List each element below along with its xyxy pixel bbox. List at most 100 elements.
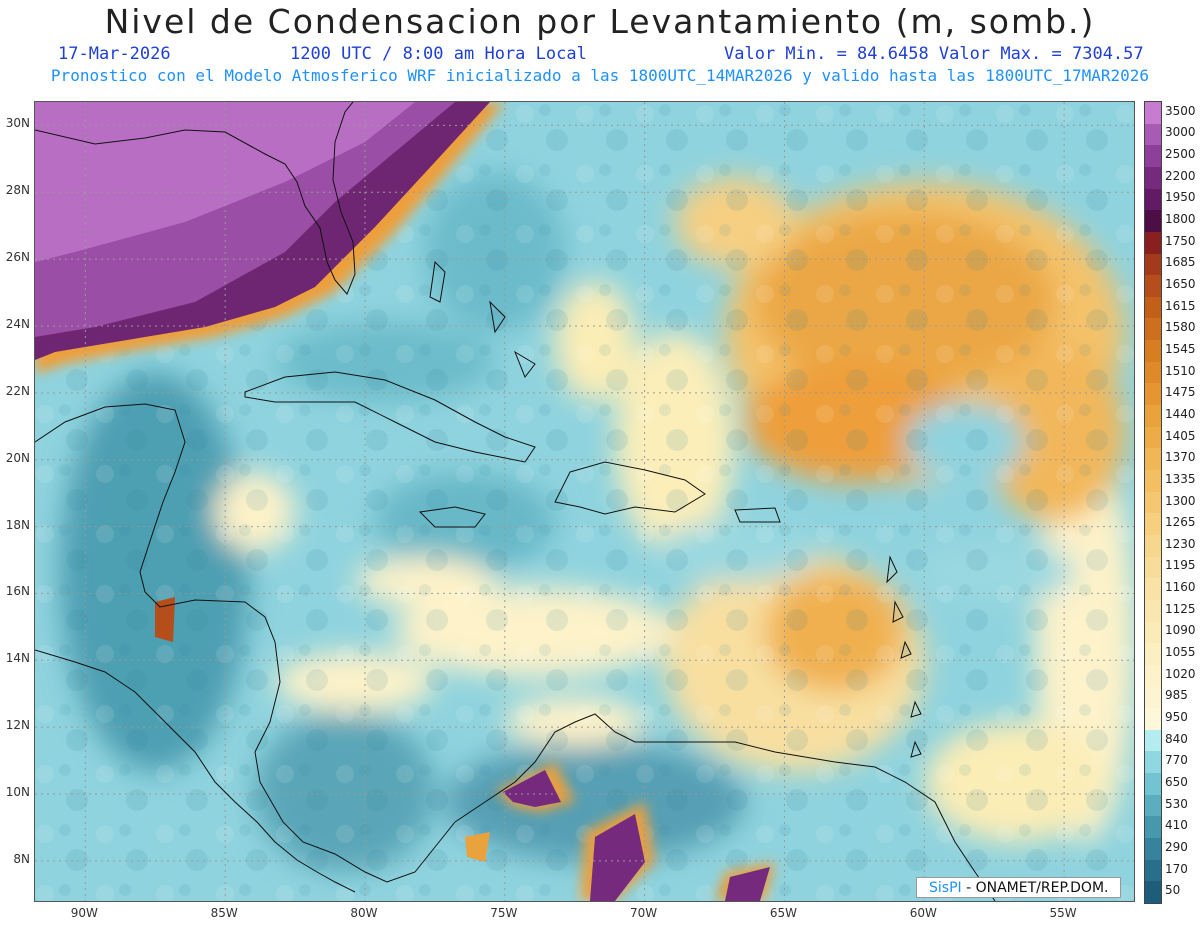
colorbar-segment xyxy=(1145,296,1161,319)
colorbar-segment xyxy=(1145,643,1161,666)
lat-tick-26N: 26N xyxy=(5,250,30,265)
credit-text: - ONAMET/REP.DOM. xyxy=(961,880,1109,896)
lat-tick-20N: 20N xyxy=(5,450,30,465)
colorbar-segment xyxy=(1145,318,1161,341)
colorbar-segment xyxy=(1145,838,1161,861)
coastlines xyxy=(35,102,996,901)
colorbar-segment xyxy=(1145,470,1161,493)
colorbar-segment xyxy=(1145,123,1161,146)
colorbar-label: 1475 xyxy=(1165,385,1196,400)
colorbar-segment xyxy=(1145,405,1161,428)
colorbar-segment xyxy=(1145,816,1161,839)
colorbar-label: 1615 xyxy=(1165,298,1196,313)
lon-tick-90W: 90W xyxy=(70,906,98,920)
colorbar-label: 3500 xyxy=(1165,103,1196,118)
lon-tick-60W: 60W xyxy=(909,906,937,920)
colorbar-segment xyxy=(1145,599,1161,623)
colorbar-segment xyxy=(1145,513,1161,536)
colorbar-segment xyxy=(1145,751,1161,774)
lat-tick-30N: 30N xyxy=(5,116,30,131)
colorbar-label: 1195 xyxy=(1165,558,1196,573)
lat-tick-8N: 8N xyxy=(13,851,30,866)
colorbar-label: 3000 xyxy=(1165,125,1196,140)
colorbar-segment xyxy=(1145,491,1161,514)
colorbar-label: 950 xyxy=(1165,709,1188,724)
colorbar-label: 2200 xyxy=(1165,168,1196,183)
colorbar-label: 2500 xyxy=(1165,147,1196,162)
colorbar-segment xyxy=(1145,664,1161,687)
colorbar-label: 50 xyxy=(1165,883,1181,898)
colorbar-label: 1685 xyxy=(1165,255,1196,270)
colorbar-segment xyxy=(1145,708,1161,731)
map-area[interactable] xyxy=(34,101,1135,902)
colorbar xyxy=(1144,101,1162,904)
colorbar-label: 1335 xyxy=(1165,471,1196,486)
colorbar-segment xyxy=(1145,231,1161,255)
colorbar-label: 1440 xyxy=(1165,406,1196,421)
colorbar-label: 1650 xyxy=(1165,277,1196,291)
colorbar-segment xyxy=(1145,448,1161,471)
colorbar-label: 840 xyxy=(1165,731,1188,746)
colorbar-segment xyxy=(1145,621,1161,644)
colorbar-label: 1580 xyxy=(1165,320,1196,335)
colorbar-segment xyxy=(1145,686,1161,709)
colorbar-label: 1750 xyxy=(1165,233,1196,248)
lcl-field-map xyxy=(35,102,1134,901)
colorbar-label: 1800 xyxy=(1165,212,1196,227)
lat-tick-12N: 12N xyxy=(5,718,30,733)
colorbar-label: 1230 xyxy=(1165,536,1196,551)
colorbar-label: 170 xyxy=(1165,861,1188,876)
colorbar-segment xyxy=(1145,383,1161,406)
colorbar-segment xyxy=(1145,145,1161,168)
lat-tick-10N: 10N xyxy=(5,785,30,800)
model-description: Pronostico con el Modelo Atmosferico WRF… xyxy=(50,66,1150,85)
colorbar-segment xyxy=(1145,534,1161,558)
colorbar-segment xyxy=(1145,773,1161,796)
lon-tick-75W: 75W xyxy=(490,906,518,920)
colorbar-segment xyxy=(1145,210,1161,233)
colorbar-label: 1950 xyxy=(1165,190,1196,205)
colorbar-label: 1265 xyxy=(1165,515,1196,530)
lon-tick-65W: 65W xyxy=(769,906,797,920)
s-america-peaks xyxy=(155,597,770,901)
colorbar-label: 1545 xyxy=(1165,341,1196,356)
credit-brand: SisPI xyxy=(929,880,962,896)
colorbar-segment xyxy=(1145,340,1161,363)
lat-tick-16N: 16N xyxy=(5,584,30,599)
colorbar-segment xyxy=(1145,794,1161,817)
forecast-date: 17-Mar-2026 xyxy=(58,44,171,64)
colorbar-segment xyxy=(1145,188,1161,211)
colorbar-label: 1020 xyxy=(1165,666,1196,681)
lat-tick-28N: 28N xyxy=(5,183,30,198)
colorbar-label: 1125 xyxy=(1165,601,1196,616)
graticule xyxy=(35,102,1134,901)
lat-tick-22N: 22N xyxy=(5,383,30,398)
lat-tick-18N: 18N xyxy=(5,517,30,532)
colorbar-segment xyxy=(1145,578,1161,601)
colorbar-label: 1160 xyxy=(1165,580,1196,595)
forecast-time: 1200 UTC / 8:00 am Hora Local xyxy=(290,44,587,64)
colorbar-label: 290 xyxy=(1165,839,1188,854)
lon-tick-80W: 80W xyxy=(350,906,378,920)
colorbar-label: 1090 xyxy=(1165,623,1196,638)
colorbar-segment xyxy=(1145,556,1161,579)
colorbar-label: 1405 xyxy=(1165,428,1196,443)
lat-tick-14N: 14N xyxy=(5,651,30,666)
colorbar-label: 1370 xyxy=(1165,450,1196,465)
colorbar-label: 985 xyxy=(1165,688,1188,703)
lat-tick-24N: 24N xyxy=(5,316,30,331)
colorbar-label: 770 xyxy=(1165,753,1188,768)
map-title: Nivel de Condensacion por Levantamiento … xyxy=(104,2,1096,41)
colorbar-segment xyxy=(1145,729,1161,752)
colorbar-label: 410 xyxy=(1165,818,1188,833)
colorbar-label: 1510 xyxy=(1165,363,1196,378)
lon-tick-55W: 55W xyxy=(1049,906,1077,920)
colorbar-segment xyxy=(1145,166,1161,190)
colorbar-segment xyxy=(1145,361,1161,384)
colorbar-label: 1055 xyxy=(1165,645,1196,660)
lon-tick-85W: 85W xyxy=(210,906,238,920)
colorbar-segment xyxy=(1145,275,1161,298)
colorbar-segment xyxy=(1145,881,1161,904)
colorbar-label: 1300 xyxy=(1165,493,1196,508)
colorbar-segment xyxy=(1145,102,1161,125)
